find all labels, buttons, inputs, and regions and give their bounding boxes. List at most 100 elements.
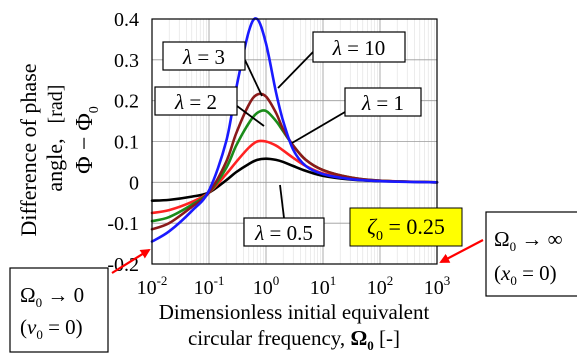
x-tick-base: 10 bbox=[137, 277, 157, 299]
x-label-sub: 0 bbox=[367, 338, 374, 353]
y-tick-label: -0.1 bbox=[107, 213, 139, 235]
y-axis-label-symbol: Φ − Φ0 bbox=[72, 106, 102, 174]
x-axis-label-line1: Dimensionless initial equivalent bbox=[159, 300, 430, 324]
left-box-var: v bbox=[27, 315, 37, 339]
y-axis-label-line1: Difference of phase bbox=[16, 63, 41, 236]
right-box-line2: (x0 = 0) bbox=[494, 261, 557, 288]
annotation-box bbox=[162, 41, 246, 71]
left-box-var-sub: 0 bbox=[36, 327, 43, 342]
arrow-left bbox=[111, 248, 151, 274]
left-box-rest: → 0 bbox=[42, 283, 84, 307]
x-tick-base: 10 bbox=[424, 277, 444, 299]
lambda-label-l3: λ = 3 bbox=[182, 45, 225, 69]
x-tick-label: 101 bbox=[310, 273, 337, 299]
right-box-var: x bbox=[500, 261, 511, 285]
lambda-value: = 10 bbox=[342, 36, 385, 60]
annotation-leader bbox=[279, 184, 285, 219]
y-axis-label-unit: [rad] bbox=[45, 85, 67, 124]
x-tick-exponent: 2 bbox=[387, 273, 394, 288]
lambda-label-l1: λ = 1 bbox=[361, 91, 404, 115]
x-tick-label: 100 bbox=[253, 273, 280, 299]
x-tick-base: 10 bbox=[194, 277, 214, 299]
x-tick-label: 103 bbox=[424, 273, 451, 299]
y-tick-label: 0.3 bbox=[114, 50, 139, 72]
x-axis-label-line2: circular frequency, Ω0 [-] bbox=[188, 326, 400, 353]
right-box-symbol: Ω bbox=[494, 227, 510, 251]
zeta-value: = 0.25 bbox=[383, 214, 445, 239]
right-box-frame bbox=[485, 211, 577, 297]
y-tick-label: 0.4 bbox=[114, 9, 139, 31]
lambda-symbol: λ bbox=[361, 91, 371, 115]
y-tick-label: 0.2 bbox=[114, 91, 139, 113]
annotation-leader bbox=[291, 111, 346, 144]
lambda-value: = 1 bbox=[371, 91, 404, 115]
annotation-leader bbox=[244, 59, 263, 97]
y-axis-label-line2: angle, bbox=[42, 138, 67, 191]
x-tick-base: 10 bbox=[310, 277, 330, 299]
x-tick-exponent: 0 bbox=[273, 273, 280, 288]
y-axis-label: Difference of phase angle, [rad]Φ − Φ0 bbox=[16, 63, 102, 236]
x-tick-base: 10 bbox=[367, 277, 387, 299]
arrow-right bbox=[439, 239, 484, 263]
paren-close: ) bbox=[550, 261, 557, 285]
x-tick-label: 10-2 bbox=[137, 273, 168, 299]
zeta-annotation: ζ0 = 0.25 bbox=[349, 207, 463, 247]
y-symbol-sub: 0 bbox=[87, 106, 102, 113]
lambda-symbol: λ bbox=[182, 45, 192, 69]
lambda-value: = 0.5 bbox=[264, 221, 313, 245]
right-box-var-sub: 0 bbox=[510, 273, 517, 288]
left-box-frame bbox=[9, 267, 109, 353]
x-tick-label: 10-1 bbox=[194, 273, 225, 299]
zeta-symbol: ζ bbox=[367, 214, 378, 239]
paren-open: ( bbox=[494, 261, 501, 285]
y-tick-label: 0 bbox=[129, 172, 139, 194]
lambda-label-l10: λ = 10 bbox=[332, 36, 385, 60]
series-line-10 bbox=[150, 17, 439, 243]
annotation-leader bbox=[277, 51, 314, 89]
lambda-symbol: λ bbox=[332, 36, 342, 60]
x-tick-exponent: -2 bbox=[157, 273, 168, 288]
lambda-symbol: λ bbox=[254, 221, 264, 245]
right-box-sub: 0 bbox=[510, 239, 517, 254]
y-tick-label: 0.1 bbox=[114, 132, 139, 154]
left-limit-box: Ω0 → 0(v0 = 0) bbox=[9, 267, 109, 353]
x-tick-label: 102 bbox=[367, 273, 394, 299]
x-label-prefix: circular frequency, bbox=[188, 326, 350, 350]
lambda-symbol: λ bbox=[174, 90, 184, 114]
left-box-var-rest: = 0 bbox=[43, 315, 76, 339]
left-box-line1: Ω0 → 0 bbox=[20, 283, 84, 310]
x-tick-exponent: 3 bbox=[444, 273, 451, 288]
left-box-line2: (v0 = 0) bbox=[20, 315, 83, 342]
right-box-var-rest: = 0 bbox=[517, 261, 550, 285]
left-box-sub: 0 bbox=[36, 295, 43, 310]
y-symbol: Φ − Φ bbox=[72, 113, 98, 174]
x-tick-base: 10 bbox=[253, 277, 273, 299]
right-limit-box: Ω0 → ∞(x0 = 0) bbox=[485, 211, 577, 297]
series-group bbox=[150, 17, 439, 243]
right-box-line1: Ω0 → ∞ bbox=[494, 227, 563, 254]
zeta-label: ζ0 = 0.25 bbox=[367, 214, 445, 244]
x-tick-exponent: -1 bbox=[214, 273, 225, 288]
lambda-label-l2: λ = 2 bbox=[174, 90, 217, 114]
annotation-box bbox=[243, 217, 325, 247]
x-label-unit: [-] bbox=[374, 326, 400, 350]
annotation-box bbox=[344, 87, 422, 117]
annotation-leader bbox=[236, 105, 265, 127]
lambda-value: = 3 bbox=[192, 45, 225, 69]
annotation-box bbox=[312, 31, 406, 63]
lambda-label-l05: λ = 0.5 bbox=[254, 221, 313, 245]
zeta-box bbox=[349, 207, 463, 247]
x-label-symbol: Ω bbox=[350, 326, 367, 350]
annotation-box bbox=[154, 86, 238, 116]
lambda-value: = 2 bbox=[184, 90, 217, 114]
left-box-symbol: Ω bbox=[20, 283, 36, 307]
plot-border bbox=[151, 18, 438, 265]
paren-close: ) bbox=[76, 315, 83, 339]
zeta-sub: 0 bbox=[376, 229, 383, 244]
paren-open: ( bbox=[20, 315, 27, 339]
x-tick-exponent: 1 bbox=[330, 273, 337, 288]
right-box-rest: → ∞ bbox=[516, 227, 563, 251]
